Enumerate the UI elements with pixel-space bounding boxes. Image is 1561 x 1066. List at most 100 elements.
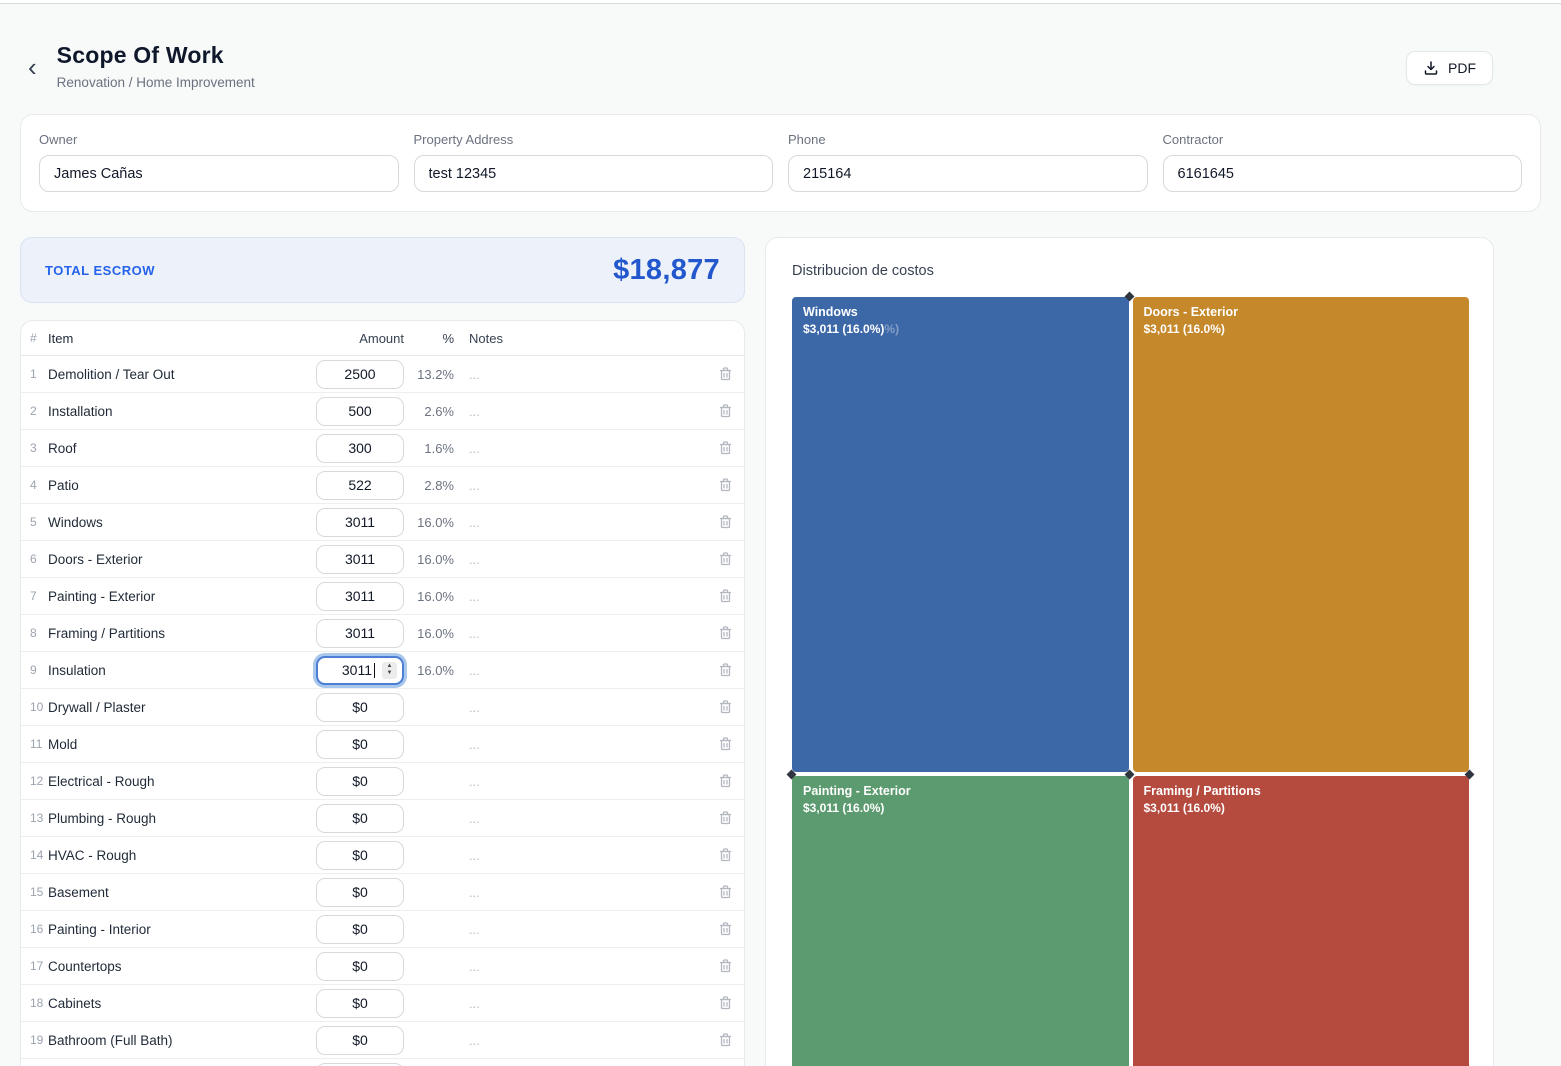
treemap-tile[interactable]: Windows $3,011 (16.0%)%): [792, 297, 1129, 772]
text-caret: [374, 662, 375, 678]
row-percent: 16.0%: [417, 514, 454, 530]
amount-input[interactable]: [316, 507, 404, 537]
table-row: 18 Cabinets ▲▼ ...: [21, 985, 744, 1022]
info-field: Property Address: [413, 132, 773, 192]
delete-row-button[interactable]: [716, 808, 735, 828]
row-notes[interactable]: ...: [469, 588, 480, 604]
row-percent: 16.0%: [417, 588, 454, 604]
delete-row-button[interactable]: [716, 475, 735, 495]
number-stepper[interactable]: ▲ ▼: [382, 661, 397, 679]
delete-row-button[interactable]: [716, 549, 735, 569]
table-header-row: # Item Amount % Notes: [21, 321, 744, 356]
amount-input[interactable]: [316, 766, 404, 796]
amount-input[interactable]: [316, 544, 404, 574]
amount-input-wrap: ▲▼: [316, 581, 404, 611]
delete-row-button[interactable]: [716, 1030, 735, 1050]
row-number: 5: [30, 515, 37, 529]
amount-input[interactable]: [316, 914, 404, 944]
field-input-phone[interactable]: [788, 155, 1148, 192]
row-notes[interactable]: ...: [469, 440, 480, 456]
delete-row-button[interactable]: [716, 401, 735, 421]
delete-row-button[interactable]: [716, 882, 735, 902]
treemap-tile[interactable]: Doors - Exterior $3,011 (16.0%): [1132, 297, 1469, 772]
delete-row-button[interactable]: [716, 660, 735, 680]
row-item-label: Cabinets: [48, 995, 102, 1011]
delete-row-button[interactable]: [716, 364, 735, 384]
tile-value-text: $3,011 (16.0%): [1143, 801, 1225, 815]
row-notes[interactable]: ...: [469, 662, 480, 678]
table-row: 2 Installation ▲▼ 2.6% ...: [21, 393, 744, 430]
amount-input[interactable]: [316, 359, 404, 389]
treemap-tile[interactable]: Framing / Partitions $3,011 (16.0%): [1132, 776, 1469, 1066]
delete-row-button[interactable]: [716, 623, 735, 643]
treemap-tile-value: $3,011 (16.0%)%): [803, 322, 1118, 336]
amount-input[interactable]: [316, 803, 404, 833]
row-notes[interactable]: ...: [469, 699, 480, 715]
amount-input[interactable]: [316, 470, 404, 500]
amount-input[interactable]: [316, 877, 404, 907]
pdf-download-button[interactable]: PDF: [1406, 51, 1493, 85]
amount-input-wrap: ▲▼: [316, 877, 404, 907]
delete-row-button[interactable]: [716, 845, 735, 865]
amount-input-wrap: ▲▼: [316, 729, 404, 759]
row-item-label: Painting - Interior: [48, 921, 151, 937]
row-notes[interactable]: ...: [469, 810, 480, 826]
trash-icon: [718, 700, 733, 718]
amount-input-wrap: ▲▼: [316, 433, 404, 463]
row-notes[interactable]: ...: [469, 773, 480, 789]
row-notes[interactable]: ...: [469, 625, 480, 641]
col-header-num: #: [30, 331, 37, 345]
delete-row-button[interactable]: [716, 993, 735, 1013]
row-notes[interactable]: ...: [469, 366, 480, 382]
delete-row-button[interactable]: [716, 734, 735, 754]
row-notes[interactable]: ...: [469, 958, 480, 974]
amount-input[interactable]: [316, 729, 404, 759]
amount-input[interactable]: [316, 1062, 404, 1066]
row-number: 19: [30, 1033, 44, 1047]
amount-input[interactable]: [316, 988, 404, 1018]
row-item-label: Plumbing - Rough: [48, 810, 157, 826]
row-item-label: Bathroom (Full Bath): [48, 1032, 173, 1048]
amount-input[interactable]: [316, 396, 404, 426]
treemap-tile[interactable]: Painting - Exterior $3,011 (16.0%): [792, 776, 1129, 1066]
row-notes[interactable]: ...: [469, 1032, 480, 1048]
row-number: 2: [30, 404, 37, 418]
amount-input-wrap: ▲▼: [316, 692, 404, 722]
amount-input[interactable]: [316, 581, 404, 611]
row-notes[interactable]: ...: [469, 921, 480, 937]
field-input-owner[interactable]: [39, 155, 399, 192]
trash-icon: [718, 589, 733, 607]
tile-value-text: $3,011 (16.0%): [803, 801, 885, 815]
amount-input[interactable]: [316, 618, 404, 648]
field-input-contractor[interactable]: [1162, 155, 1522, 192]
delete-row-button[interactable]: [716, 586, 735, 606]
table-row: 9 Insulation ▲▼ 16.0% ...: [21, 652, 744, 689]
amount-input[interactable]: [316, 433, 404, 463]
row-notes[interactable]: ...: [469, 736, 480, 752]
row-percent: 16.0%: [417, 551, 454, 567]
delete-row-button[interactable]: [716, 512, 735, 532]
delete-row-button[interactable]: [716, 919, 735, 939]
amount-input[interactable]: [316, 840, 404, 870]
amount-input[interactable]: [316, 1025, 404, 1055]
total-escrow-label: TOTAL ESCROW: [45, 262, 155, 278]
row-notes[interactable]: ...: [469, 403, 480, 419]
amount-input[interactable]: [316, 951, 404, 981]
trash-icon: [718, 515, 733, 533]
delete-row-button[interactable]: [716, 956, 735, 976]
row-notes[interactable]: ...: [469, 551, 480, 567]
page-subtitle: Renovation / Home Improvement: [56, 75, 255, 90]
row-notes[interactable]: ...: [469, 995, 480, 1011]
row-notes[interactable]: ...: [469, 477, 480, 493]
table-row: 19 Bathroom (Full Bath) ▲▼ ...: [21, 1022, 744, 1059]
row-notes[interactable]: ...: [469, 514, 480, 530]
amount-input-wrap: ▲▼: [316, 396, 404, 426]
delete-row-button[interactable]: [716, 771, 735, 791]
delete-row-button[interactable]: [716, 438, 735, 458]
back-button[interactable]: ‹: [28, 42, 47, 80]
row-notes[interactable]: ...: [469, 847, 480, 863]
row-notes[interactable]: ...: [469, 884, 480, 900]
field-input-property-address[interactable]: [413, 155, 773, 192]
delete-row-button[interactable]: [716, 697, 735, 717]
amount-input[interactable]: [316, 692, 404, 722]
